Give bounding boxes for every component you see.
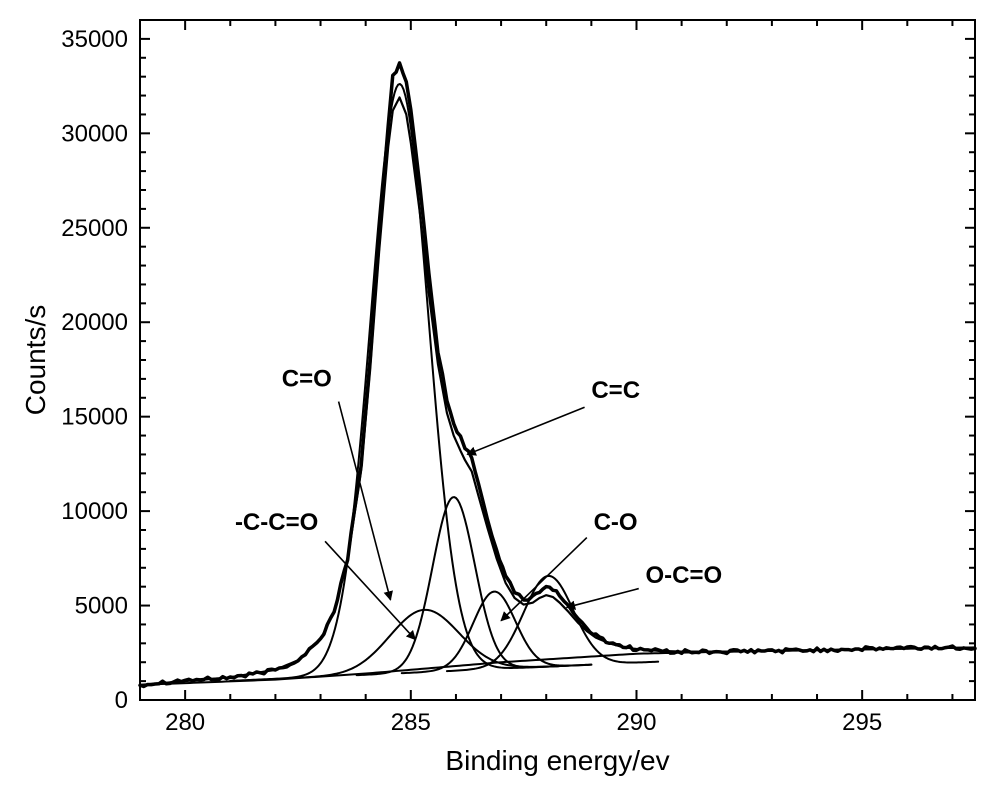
x-tick-label: 285	[391, 709, 431, 736]
y-tick-label: 35000	[61, 26, 128, 53]
y-tick-label: 0	[115, 687, 128, 714]
annotation-arrow-co	[501, 538, 587, 621]
y-axis-label: Counts/s	[20, 305, 51, 416]
annotations-group: C=O -C-C=O C=C C-O O-C=O	[235, 365, 722, 639]
y-tick-label: 10000	[61, 498, 128, 525]
annotation-co: C-O	[594, 509, 638, 536]
xps-chart: 280 285 290 295 0 5000 10000 15000 20000 25000 300…	[0, 0, 1000, 794]
y-tick-label: 20000	[61, 309, 128, 336]
x-tick-label: 290	[616, 709, 656, 736]
annotation-ceo: C=O	[282, 365, 332, 392]
x-tick-label: 280	[165, 709, 205, 736]
y-tick-label: 5000	[75, 593, 128, 620]
y-tick-label: 30000	[61, 120, 128, 147]
annotation-ccceo: -C-C=O	[235, 509, 318, 536]
annotation-arrow-oco	[567, 589, 639, 608]
x-tick-label: 295	[842, 709, 882, 736]
chart-svg: 280 285 290 295 0 5000 10000 15000 20000 25000 300…	[0, 0, 1000, 794]
annotation-cec: C=C	[591, 377, 640, 404]
curve-fit_envelope	[140, 97, 975, 684]
annotation-arrow-cec	[467, 407, 584, 454]
y-tick-label: 15000	[61, 404, 128, 431]
curve-main_envelope	[140, 63, 975, 687]
curves-group	[140, 63, 975, 687]
annotation-oco: O-C=O	[646, 562, 723, 589]
y-tick-label: 25000	[61, 215, 128, 242]
x-axis-label: Binding energy/ev	[445, 745, 669, 776]
